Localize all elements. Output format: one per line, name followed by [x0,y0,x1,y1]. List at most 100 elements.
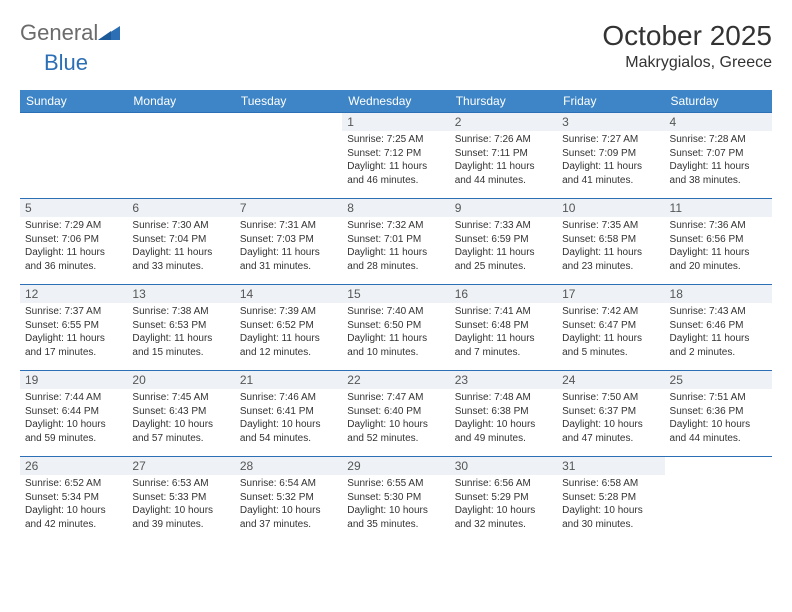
sunrise-line: Sunrise: 7:27 AM [562,133,659,147]
day-number: 31 [557,457,664,475]
calendar-day-cell: 21Sunrise: 7:46 AMSunset: 6:41 PMDayligh… [235,371,342,457]
sunrise-line: Sunrise: 7:47 AM [347,391,444,405]
daylight-line: Daylight: 11 hours and 36 minutes. [25,246,122,273]
daylight-line: Daylight: 10 hours and 37 minutes. [240,504,337,531]
sunset-line: Sunset: 6:52 PM [240,319,337,333]
calendar-day-cell: 7 Sunrise: 7:31 AMSunset: 7:03 PMDaylight… [235,199,342,285]
day-number: 13 [127,285,234,303]
sunset-line: Sunset: 6:48 PM [455,319,552,333]
calendar-day-cell: 19Sunrise: 7:44 AMSunset: 6:44 PMDayligh… [20,371,127,457]
daylight-line: Daylight: 11 hours and 38 minutes. [670,160,767,187]
sunrise-line: Sunrise: 7:41 AM [455,305,552,319]
sunrise-line: Sunrise: 7:28 AM [670,133,767,147]
day-number: 11 [665,199,772,217]
calendar-day-cell: 25Sunrise: 7:51 AMSunset: 6:36 PMDayligh… [665,371,772,457]
sunrise-line: Sunrise: 7:32 AM [347,219,444,233]
daylight-line: Daylight: 10 hours and 52 minutes. [347,418,444,445]
daylight-line: Daylight: 11 hours and 20 minutes. [670,246,767,273]
calendar-day-cell: 16 Sunrise: 7:41 AMSunset: 6:48 PMDayligh… [450,285,557,371]
calendar-day-cell: 31 Sunrise: 6:58 AMSunset: 5:28 PMDayligh… [557,457,664,543]
sunrise-line: Sunrise: 6:54 AM [240,477,337,491]
calendar-day-cell [235,113,342,199]
calendar-day-cell: 28Sunrise: 6:54 AMSunset: 5:32 PMDayligh… [235,457,342,543]
calendar-day-cell: 5Sunrise: 7:29 AMSunset: 7:06 PMDaylight… [20,199,127,285]
daylight-line: Daylight: 10 hours and 57 minutes. [132,418,229,445]
calendar-day-cell: 2Sunrise: 7:26 AMSunset: 7:11 PMDaylight… [450,113,557,199]
daylight-line: Daylight: 11 hours and 2 minutes. [670,332,767,359]
sunset-line: Sunset: 5:33 PM [132,491,229,505]
daylight-line: Daylight: 10 hours and 32 minutes. [455,504,552,531]
sunset-line: Sunset: 5:28 PM [562,491,659,505]
sunset-line: Sunset: 5:30 PM [347,491,444,505]
daylight-line: Daylight: 11 hours and 28 minutes. [347,246,444,273]
sunrise-line: Sunrise: 6:58 AM [562,477,659,491]
sunrise-line: Sunrise: 7:51 AM [670,391,767,405]
calendar-day-cell: 30Sunrise: 6:56 AMSunset: 5:29 PMDayligh… [450,457,557,543]
sunrise-line: Sunrise: 7:33 AM [455,219,552,233]
calendar-day-cell: 9Sunrise: 7:33 AMSunset: 6:59 PMDaylight… [450,199,557,285]
sunset-line: Sunset: 6:59 PM [455,233,552,247]
calendar-day-cell: 23Sunrise: 7:48 AMSunset: 6:38 PMDayligh… [450,371,557,457]
calendar-week-row: 19Sunrise: 7:44 AMSunset: 6:44 PMDayligh… [20,371,772,457]
calendar-day-cell: 18 Sunrise: 7:43 AMSunset: 6:46 PMDayligh… [665,285,772,371]
sunset-line: Sunset: 6:40 PM [347,405,444,419]
sunset-line: Sunset: 7:03 PM [240,233,337,247]
sunrise-line: Sunrise: 7:43 AM [670,305,767,319]
calendar-day-cell: 8Sunrise: 7:32 AMSunset: 7:01 PMDaylight… [342,199,449,285]
sunrise-line: Sunrise: 7:36 AM [670,219,767,233]
weekday-header: Wednesday [342,90,449,113]
location: Makrygialos, Greece [602,54,772,72]
daylight-line: Daylight: 11 hours and 44 minutes. [455,160,552,187]
calendar-day-cell: 20Sunrise: 7:45 AMSunset: 6:43 PMDayligh… [127,371,234,457]
sunset-line: Sunset: 7:04 PM [132,233,229,247]
sunset-line: Sunset: 6:37 PM [562,405,659,419]
calendar-day-cell: 22 Sunrise: 7:47 AMSunset: 6:40 PMDayligh… [342,371,449,457]
day-number: 25 [665,371,772,389]
sunset-line: Sunset: 6:46 PM [670,319,767,333]
daylight-line: Daylight: 11 hours and 41 minutes. [562,160,659,187]
day-number: 10 [557,199,664,217]
daylight-line: Daylight: 11 hours and 7 minutes. [455,332,552,359]
day-number: 16 [450,285,557,303]
day-number: 19 [20,371,127,389]
sunset-line: Sunset: 7:07 PM [670,147,767,161]
day-number: 3 [557,113,664,131]
daylight-line: Daylight: 10 hours and 30 minutes. [562,504,659,531]
sunset-line: Sunset: 6:43 PM [132,405,229,419]
sunrise-line: Sunrise: 7:48 AM [455,391,552,405]
logo-text-general: General [20,20,98,46]
daylight-line: Daylight: 11 hours and 10 minutes. [347,332,444,359]
sunset-line: Sunset: 6:50 PM [347,319,444,333]
daylight-line: Daylight: 11 hours and 23 minutes. [562,246,659,273]
day-number: 1 [342,113,449,131]
calendar-week-row: 12Sunrise: 7:37 AMSunset: 6:55 PMDayligh… [20,285,772,371]
sunset-line: Sunset: 6:56 PM [670,233,767,247]
day-number: 29 [342,457,449,475]
calendar-day-cell: 15Sunrise: 7:40 AMSunset: 6:50 PMDayligh… [342,285,449,371]
calendar-day-cell [665,457,772,543]
sunrise-line: Sunrise: 7:31 AM [240,219,337,233]
sunset-line: Sunset: 5:29 PM [455,491,552,505]
logo-triangle-icon [98,26,120,45]
day-number: 8 [342,199,449,217]
daylight-line: Daylight: 10 hours and 59 minutes. [25,418,122,445]
sunset-line: Sunset: 6:38 PM [455,405,552,419]
sunrise-line: Sunrise: 7:38 AM [132,305,229,319]
day-number: 7 [235,199,342,217]
sunrise-line: Sunrise: 7:39 AM [240,305,337,319]
weekday-header: Sunday [20,90,127,113]
day-number: 28 [235,457,342,475]
calendar-week-row: 1Sunrise: 7:25 AMSunset: 7:12 PMDaylight… [20,113,772,199]
day-number: 15 [342,285,449,303]
sunrise-line: Sunrise: 7:50 AM [562,391,659,405]
day-number: 18 [665,285,772,303]
logo-text-blue: Blue [44,50,88,76]
daylight-line: Daylight: 10 hours and 47 minutes. [562,418,659,445]
calendar-day-cell: 24 Sunrise: 7:50 AMSunset: 6:37 PMDayligh… [557,371,664,457]
day-number: 27 [127,457,234,475]
day-number: 24 [557,371,664,389]
daylight-line: Daylight: 11 hours and 31 minutes. [240,246,337,273]
weekday-header: Tuesday [235,90,342,113]
day-number: 22 [342,371,449,389]
sunset-line: Sunset: 6:36 PM [670,405,767,419]
